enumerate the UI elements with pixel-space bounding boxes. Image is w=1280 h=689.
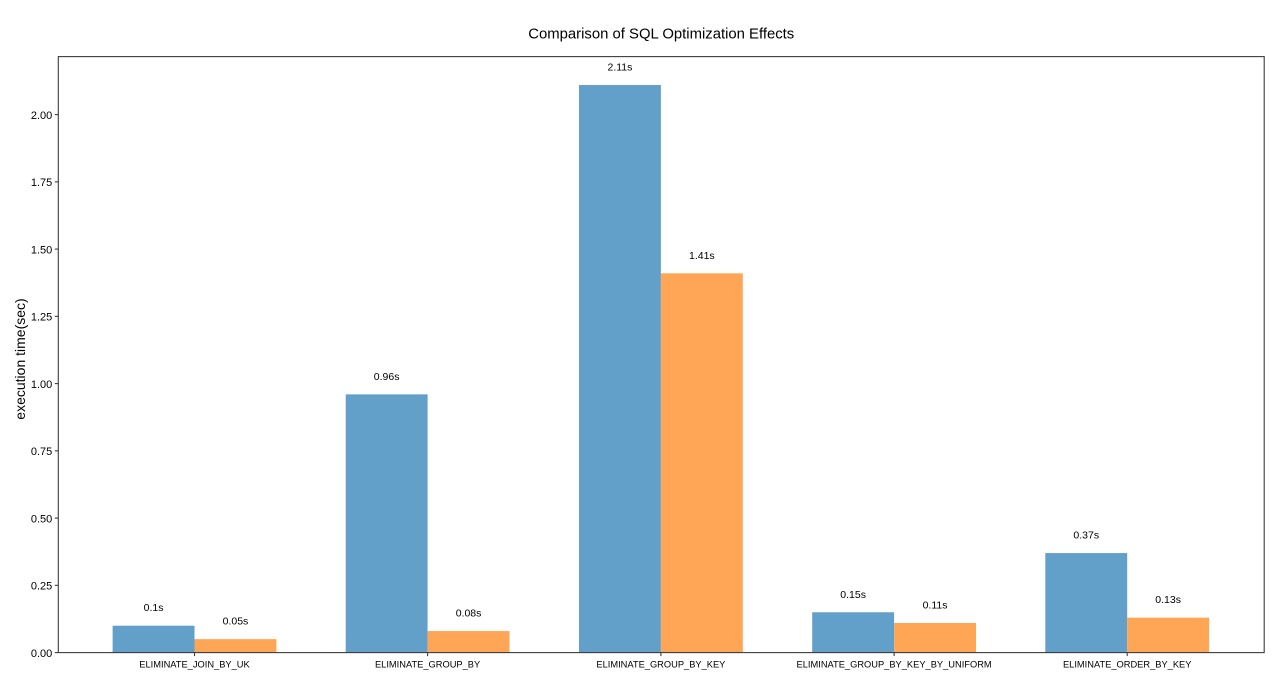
svg-text:0.50: 0.50 — [31, 513, 52, 525]
svg-text:ELIMINATE_GROUP_BY: ELIMINATE_GROUP_BY — [375, 659, 480, 669]
svg-text:ELIMINATE_ORDER_BY_KEY: ELIMINATE_ORDER_BY_KEY — [1063, 659, 1191, 669]
svg-text:0.13s: 0.13s — [1155, 594, 1181, 606]
svg-text:0.1s: 0.1s — [144, 602, 164, 614]
svg-text:Comparison of SQL Optimization: Comparison of SQL Optimization Effects — [528, 26, 794, 42]
svg-text:execution time(sec): execution time(sec) — [12, 298, 28, 419]
svg-text:1.00: 1.00 — [31, 379, 52, 391]
svg-text:0.25: 0.25 — [31, 581, 52, 593]
svg-text:2.11s: 2.11s — [607, 62, 632, 74]
svg-text:1.41s: 1.41s — [689, 250, 715, 262]
svg-text:1.75: 1.75 — [31, 177, 52, 189]
svg-text:ELIMINATE_GROUP_BY_KEY: ELIMINATE_GROUP_BY_KEY — [596, 659, 725, 669]
svg-text:ELIMINATE_GROUP_BY_KEY_BY_UNIF: ELIMINATE_GROUP_BY_KEY_BY_UNIFORM — [797, 659, 992, 669]
svg-text:1.50: 1.50 — [31, 244, 52, 256]
svg-text:0.05s: 0.05s — [223, 616, 249, 628]
svg-text:0.15s: 0.15s — [840, 589, 866, 601]
svg-text:0.11s: 0.11s — [923, 600, 948, 612]
svg-text:1.25: 1.25 — [31, 312, 52, 324]
svg-text:0.08s: 0.08s — [456, 608, 482, 620]
svg-text:0.75: 0.75 — [31, 446, 52, 458]
svg-text:ELIMINATE_JOIN_BY_UK: ELIMINATE_JOIN_BY_UK — [139, 659, 250, 669]
svg-text:0.96s: 0.96s — [374, 371, 400, 383]
svg-text:2.00: 2.00 — [31, 110, 52, 122]
svg-text:0.37s: 0.37s — [1073, 530, 1099, 542]
svg-text:0.00: 0.00 — [31, 648, 52, 660]
